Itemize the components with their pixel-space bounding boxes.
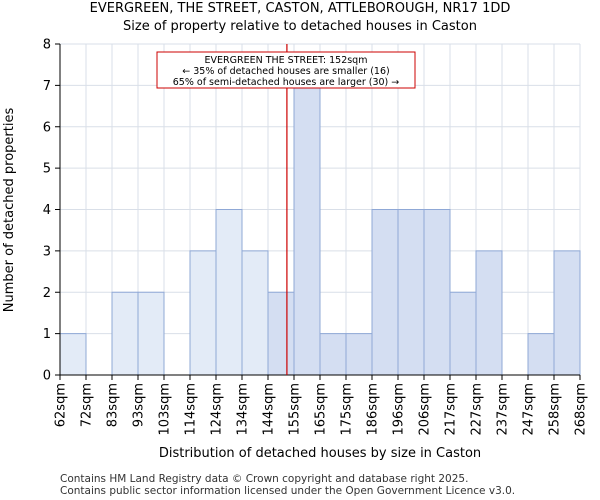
bar-247sqm [527, 333, 555, 376]
bar-175sqm [345, 333, 373, 376]
annotation-line-3: 65% of semi-detached houses are larger (… [173, 77, 400, 88]
y-axis-label: Number of detached properties [2, 108, 17, 313]
bar-134sqm [241, 250, 269, 376]
axes: 0 1 2 3 4 5 6 7 8 62sqm 72sqm 83sqm 93sqm 103sqm 114sq… [43, 38, 589, 436]
bar-186sqm [371, 209, 399, 376]
y-tick-label: 7 [43, 79, 51, 94]
x-tick-label: 206sqm [418, 383, 433, 436]
y-tick-label: 6 [43, 120, 51, 135]
x-tick-label: 103sqm [158, 383, 173, 436]
y-tick-label: 3 [43, 244, 51, 259]
x-tick-label: 114sqm [184, 383, 199, 436]
x-tick-label: 217sqm [444, 383, 459, 436]
x-tick-label: 144sqm [262, 383, 277, 436]
x-tick-label: 83sqm [106, 383, 121, 427]
x-tick-label: 165sqm [314, 383, 329, 436]
y-tick-label: 4 [43, 203, 51, 218]
bar-114sqm [189, 250, 217, 376]
bar-196sqm [397, 209, 425, 376]
footer-line-1: Contains HM Land Registry data © Crown c… [60, 473, 469, 485]
property-marker: EVERGREEN THE STREET: 152sqm← 35% of det… [156, 44, 416, 375]
y-tick-label: 5 [43, 162, 51, 177]
x-tick-label: 247sqm [522, 383, 537, 436]
bar-155sqm [293, 84, 321, 376]
chart-subtitle: Size of property relative to detached ho… [123, 19, 477, 34]
x-axis-label: Distribution of detached houses by size … [159, 446, 481, 461]
x-tick-label: 175sqm [340, 383, 355, 436]
bar-217sqm [449, 291, 477, 376]
x-tick-label: 155sqm [288, 383, 303, 436]
bar-83sqm [111, 291, 139, 376]
x-tick-label: 134sqm [236, 383, 251, 436]
bar-93sqm [137, 291, 165, 376]
annotation-line-1: EVERGREEN THE STREET: 152sqm [205, 55, 368, 66]
footer-line-2: Contains public sector information licen… [60, 485, 516, 497]
bar-124sqm [215, 209, 243, 376]
x-tick-label: 227sqm [470, 383, 485, 436]
bar-227sqm [475, 250, 503, 376]
bars [59, 84, 581, 376]
chart-title: EVERGREEN, THE STREET, CASTON, ATTLEBORO… [89, 1, 511, 16]
bar-144sqm [267, 291, 295, 376]
x-tick-label: 268sqm [574, 383, 589, 436]
x-tick-label: 62sqm [54, 383, 69, 427]
y-tick-label: 0 [43, 369, 51, 384]
x-tick-label: 72sqm [80, 383, 95, 427]
annotation-line-2: ← 35% of detached houses are smaller (16… [182, 66, 389, 77]
bar-206sqm [423, 209, 451, 376]
y-tick-label: 8 [43, 38, 51, 53]
x-tick-label: 124sqm [210, 383, 225, 436]
x-tick-label: 186sqm [366, 383, 381, 436]
annotation-box [156, 51, 416, 89]
bar-62sqm [59, 333, 87, 376]
y-tick-label: 1 [43, 327, 51, 342]
bar-258sqm [553, 250, 581, 376]
y-tick-label: 2 [43, 286, 51, 301]
bar-165sqm [319, 333, 347, 376]
x-tick-label: 93sqm [132, 383, 147, 427]
x-tick-label: 196sqm [392, 383, 407, 436]
x-tick-label: 237sqm [496, 383, 511, 436]
x-tick-label: 258sqm [548, 383, 563, 436]
